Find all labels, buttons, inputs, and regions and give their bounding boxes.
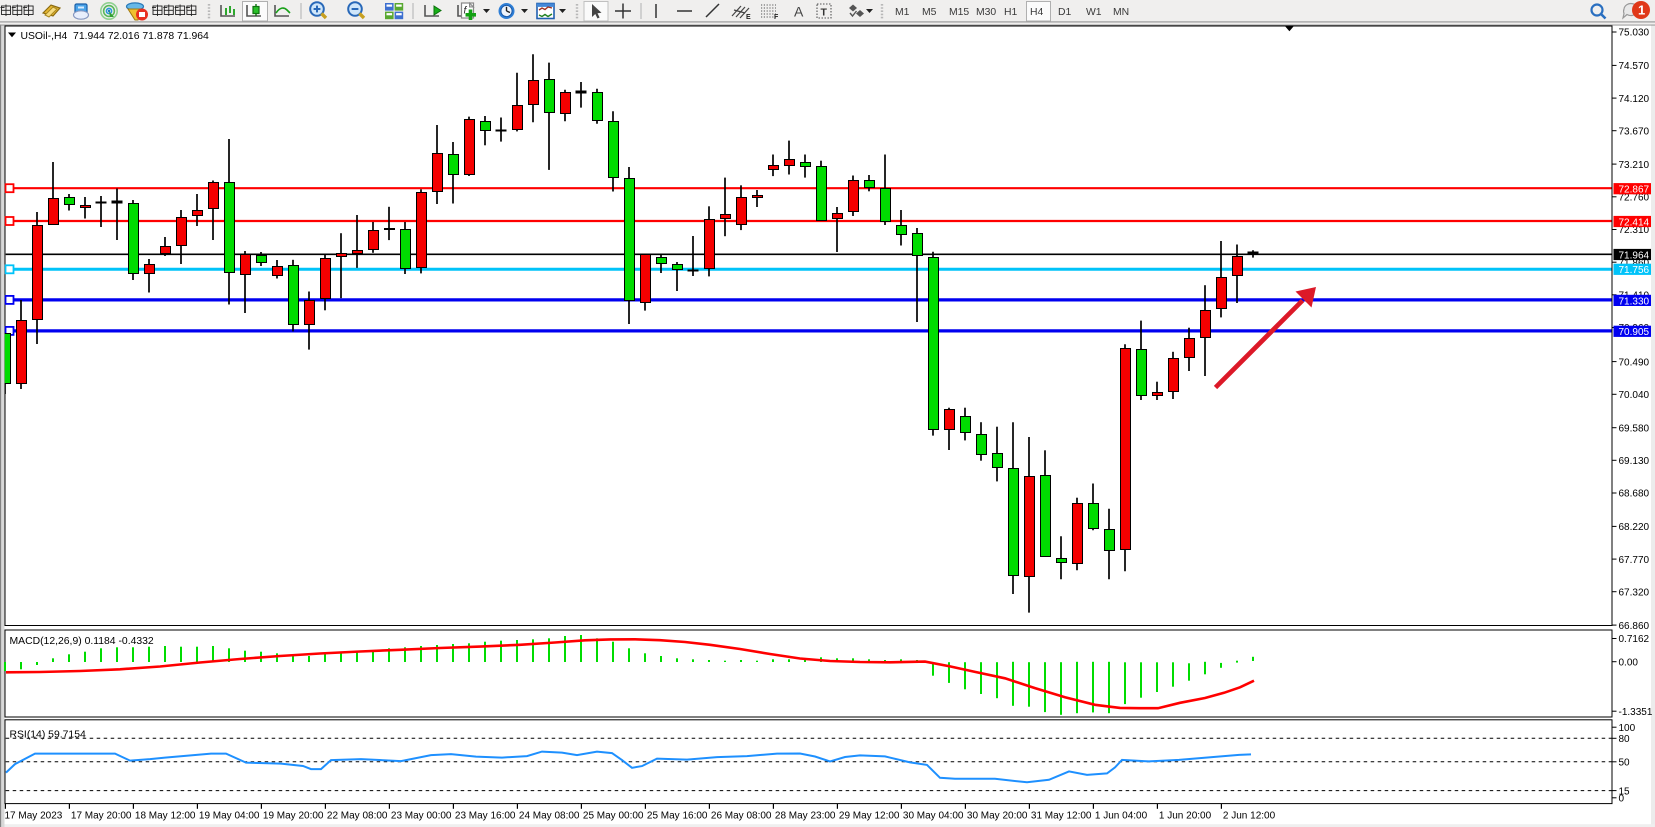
svg-text:M5: M5 [922, 7, 937, 18]
svg-text:M30: M30 [976, 7, 996, 18]
svg-text:E: E [746, 14, 751, 21]
svg-text:70.905: 70.905 [1619, 327, 1650, 338]
svg-text:30 May 20:00: 30 May 20:00 [967, 811, 1028, 822]
svg-text:30 May 04:00: 30 May 04:00 [903, 811, 964, 822]
svg-text:18 May 12:00: 18 May 12:00 [135, 811, 196, 822]
svg-text:17 May 2023: 17 May 2023 [5, 811, 63, 822]
svg-text:23 May 00:00: 23 May 00:00 [391, 811, 452, 822]
svg-text:25 May 16:00: 25 May 16:00 [647, 811, 708, 822]
svg-text:D1: D1 [1058, 7, 1072, 18]
svg-text:MACD(12,26,9) 0.1184 -0.4332: MACD(12,26,9) 0.1184 -0.4332 [10, 636, 154, 647]
svg-text:M15: M15 [949, 7, 969, 18]
svg-text:H4: H4 [1030, 7, 1044, 18]
svg-text:M1: M1 [895, 7, 910, 18]
svg-text:23 May 16:00: 23 May 16:00 [455, 811, 516, 822]
svg-text:29 May 12:00: 29 May 12:00 [839, 811, 900, 822]
svg-text:22 May 08:00: 22 May 08:00 [327, 811, 388, 822]
svg-text:68.680: 68.680 [1619, 489, 1650, 500]
svg-text:H1: H1 [1004, 7, 1018, 18]
svg-text:73.210: 73.210 [1619, 160, 1650, 171]
svg-text:W1: W1 [1086, 7, 1102, 18]
svg-text:0: 0 [1619, 794, 1625, 805]
svg-text:100: 100 [1619, 723, 1636, 734]
svg-text:25 May 00:00: 25 May 00:00 [583, 811, 644, 822]
svg-text:75.030: 75.030 [1619, 28, 1650, 39]
svg-text:15: 15 [1619, 786, 1631, 797]
svg-text:80: 80 [1619, 734, 1631, 745]
svg-text:T: T [821, 7, 828, 19]
svg-text:17 May 20:00: 17 May 20:00 [71, 811, 132, 822]
svg-text:f: f [464, 6, 468, 17]
svg-text:71.860: 71.860 [1619, 258, 1650, 269]
svg-text:66.860: 66.860 [1619, 621, 1650, 632]
svg-text:73.670: 73.670 [1619, 126, 1650, 137]
svg-text:71.964: 71.964 [1619, 250, 1650, 261]
svg-text:68.220: 68.220 [1619, 522, 1650, 533]
svg-text:71.756: 71.756 [1619, 265, 1650, 276]
svg-text:19 May 04:00: 19 May 04:00 [199, 811, 260, 822]
svg-text:-1.3351: -1.3351 [1619, 707, 1653, 718]
svg-text:50: 50 [1619, 758, 1631, 769]
svg-text:26 May 08:00: 26 May 08:00 [711, 811, 772, 822]
svg-text:1: 1 [1638, 3, 1645, 18]
svg-text:31 May 12:00: 31 May 12:00 [1031, 811, 1092, 822]
svg-text:74.120: 74.120 [1619, 94, 1650, 105]
svg-text:0.00: 0.00 [1619, 657, 1639, 668]
svg-text:72.310: 72.310 [1619, 225, 1650, 236]
svg-text:71.330: 71.330 [1619, 296, 1650, 307]
svg-text:28 May 23:00: 28 May 23:00 [775, 811, 836, 822]
svg-text:A: A [794, 4, 804, 20]
svg-text:70.040: 70.040 [1619, 390, 1650, 401]
svg-text:67.770: 67.770 [1619, 555, 1650, 566]
svg-text:72.867: 72.867 [1619, 185, 1650, 196]
svg-text:USOil-,H4 71.944 72.016 71.87: USOil-,H4 71.944 72.016 71.878 71.964 [21, 31, 210, 42]
svg-text:1 Jun 20:00: 1 Jun 20:00 [1159, 811, 1212, 822]
svg-text:70.490: 70.490 [1619, 357, 1650, 368]
svg-text:MN: MN [1113, 7, 1129, 18]
svg-text:74.570: 74.570 [1619, 61, 1650, 72]
svg-text:72.760: 72.760 [1619, 193, 1650, 204]
svg-text:2 Jun 12:00: 2 Jun 12:00 [1223, 811, 1276, 822]
svg-text:24 May 08:00: 24 May 08:00 [519, 811, 580, 822]
svg-text:19 May 20:00: 19 May 20:00 [263, 811, 324, 822]
svg-text:RSI(14) 59.7154: RSI(14) 59.7154 [10, 729, 86, 740]
svg-text:F: F [774, 14, 779, 21]
svg-text:67.320: 67.320 [1619, 587, 1650, 598]
svg-text:69.580: 69.580 [1619, 423, 1650, 434]
svg-text:1 Jun 04:00: 1 Jun 04:00 [1095, 811, 1148, 822]
svg-text:69.130: 69.130 [1619, 456, 1650, 467]
svg-text:72.414: 72.414 [1619, 217, 1650, 228]
svg-text:0.7162: 0.7162 [1619, 634, 1650, 645]
